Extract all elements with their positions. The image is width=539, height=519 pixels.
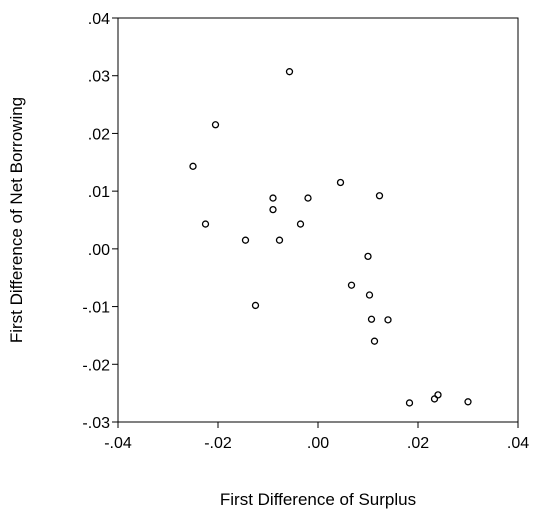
scatter-point xyxy=(430,395,439,403)
scatter-point xyxy=(189,162,197,170)
data-points xyxy=(189,68,472,407)
scatter-point xyxy=(405,399,414,407)
x-tick-label: -.04 xyxy=(104,435,132,452)
scatter-point xyxy=(370,337,379,345)
scatter-point xyxy=(375,192,384,200)
scatter-point xyxy=(304,194,312,202)
scatter-point xyxy=(269,194,277,202)
plot-frame xyxy=(117,17,519,423)
y-tick-label: -.02 xyxy=(82,357,110,374)
x-axis: -.04 -.02 .00 .02 .04 xyxy=(104,422,529,452)
y-tick-label: .04 xyxy=(88,11,110,28)
scatter-point xyxy=(367,315,376,323)
scatter-point xyxy=(211,121,220,129)
y-tick-label: .02 xyxy=(88,126,110,143)
x-axis-title: First Difference of Surplus xyxy=(220,490,416,509)
y-tick-label: .00 xyxy=(88,242,110,259)
scatter-point xyxy=(336,178,345,187)
scatter-point xyxy=(201,220,210,228)
scatter-point xyxy=(365,291,374,299)
y-axis: -.03 -.02 -.01 .00 .01 .02 .03 .04 xyxy=(82,11,118,432)
scatter-point xyxy=(285,68,294,76)
y-axis-title: First Difference of Net Borrowing xyxy=(7,97,26,343)
y-tick-label: .01 xyxy=(88,184,110,201)
scatter-point xyxy=(464,398,472,406)
x-tick-label: .04 xyxy=(507,435,529,452)
x-tick-label: .02 xyxy=(407,435,429,452)
scatter-point xyxy=(384,316,392,324)
y-tick-label: -.01 xyxy=(82,300,110,317)
scatter-point xyxy=(434,391,442,399)
scatter-point xyxy=(275,236,284,244)
scatter-point xyxy=(364,252,372,261)
x-tick-label: -.02 xyxy=(204,435,232,452)
y-tick-label: .03 xyxy=(88,69,110,86)
scatter-point xyxy=(269,205,277,214)
scatter-point xyxy=(347,281,356,289)
y-tick-label: -.03 xyxy=(82,415,110,432)
x-tick-label: .00 xyxy=(307,435,329,452)
scatter-point xyxy=(251,301,260,310)
scatter-point xyxy=(296,220,305,228)
scatter-point xyxy=(241,236,250,244)
